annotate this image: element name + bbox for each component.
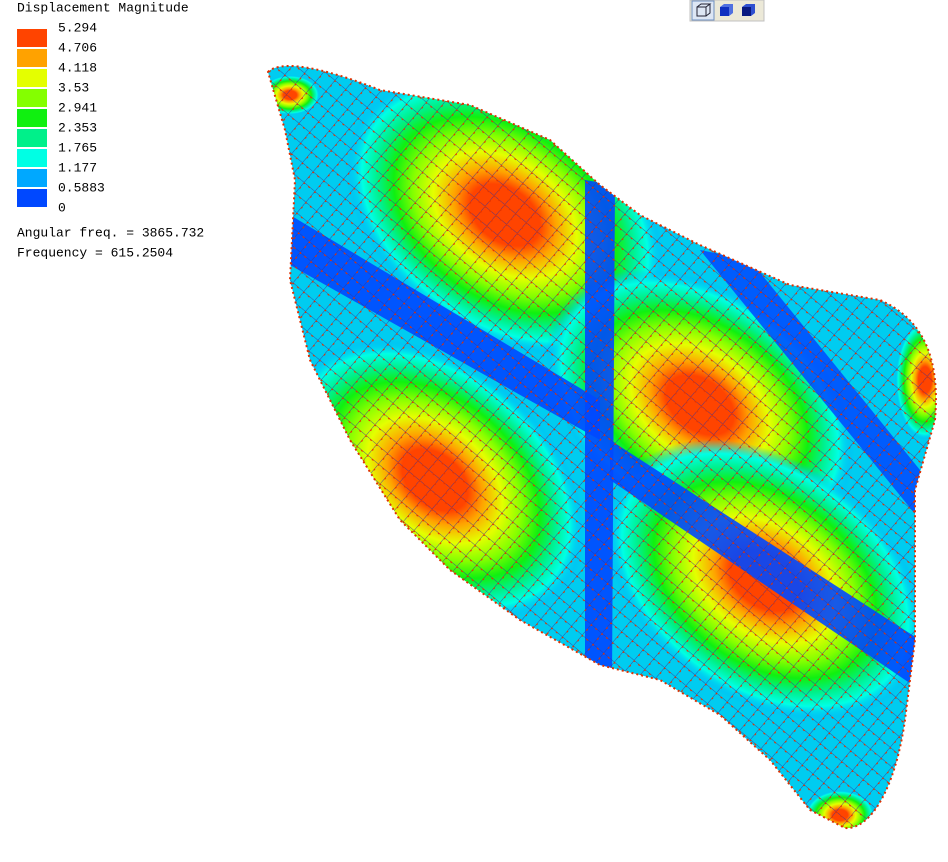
legend-swatch [17,149,47,167]
legend-swatch [17,89,47,107]
legend-swatch [17,169,47,187]
info-line: Frequency = 615.2504 [17,245,173,260]
model [268,66,936,829]
legend-label: 2.941 [58,100,97,115]
view-solid-button[interactable] [720,4,733,16]
legend-label: 4.706 [58,40,97,55]
legend-label: 1.765 [58,140,97,155]
legend-swatch [17,69,47,87]
legend-swatch [17,49,47,67]
legend-swatch [17,109,47,127]
legend-label: 1.177 [58,160,97,175]
legend-label: 3.53 [58,80,89,95]
legend-title: Displacement Magnitude [17,0,189,15]
mesh [268,66,936,829]
outline [266,65,937,830]
legend-label: 0.5883 [58,180,105,195]
legend-swatch [17,129,47,147]
legend-label: 4.118 [58,60,97,75]
view-shaded-button[interactable] [742,4,755,16]
legend-label: 5.294 [58,20,97,35]
toolbar [689,0,765,22]
info: Angular freq. = 3865.732 Frequency = 615.… [17,225,204,260]
icon [696,3,712,17]
legend-label: 2.353 [58,120,97,135]
legend-swatch [17,29,47,47]
legend-swatch [17,189,47,207]
legend-label: 0 [58,200,66,215]
legend: 5.294 4.706 4.118 3.53 2.941 2.353 1.765 1.177 0… [17,20,105,215]
info-line: Angular freq. = 3865.732 [17,225,204,240]
